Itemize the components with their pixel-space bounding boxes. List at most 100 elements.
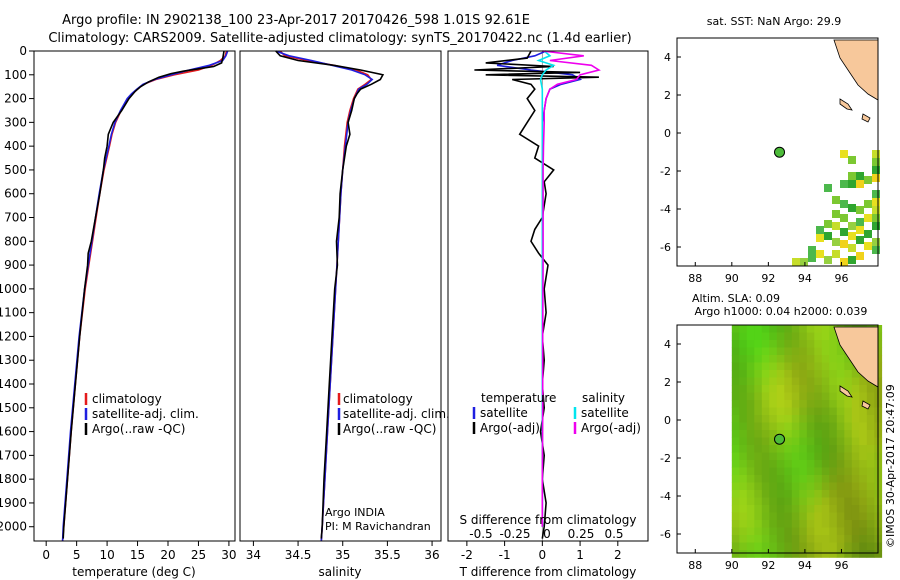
sla-cell [776,415,785,423]
y-tick-label: 800 [4,234,27,248]
sla-cell [844,377,853,386]
sla-cell [851,392,860,401]
sla-cell [754,415,763,423]
sla-cell [851,377,860,386]
sla-cell [806,370,815,378]
sla-cell [731,347,740,356]
sla-cell [851,550,860,558]
sla-cell [791,505,800,513]
sla-cell [754,332,763,341]
sla-cell [799,325,808,333]
sla-cell [844,527,853,536]
sla-cell [829,460,838,468]
sst-cell [848,256,856,264]
sla-cell [784,497,793,506]
sla-cell [806,535,815,543]
x-tick-label: 94 [798,559,812,572]
sla-cell [754,437,763,446]
t-difference-ticks: -2 -1 0 1 2 [461,541,622,562]
sla-cell [739,542,748,551]
sla-cell [851,430,860,438]
y-tick-label: -4 [660,490,671,503]
sla-cell [814,542,823,551]
sla-cell [746,407,755,416]
sla-cell [844,437,853,446]
sla-cell [761,347,770,356]
sla-cell [791,400,800,408]
sla-cell [844,385,853,393]
sla-cell [829,385,838,393]
sla-cell [859,415,868,423]
sla-cell [761,535,770,543]
sla-cell [874,550,883,558]
sst-cell [872,214,880,222]
sla-cell [784,400,793,408]
sla-cell [814,385,823,393]
x-tick-label: 96 [834,272,848,285]
sla-cell [821,430,830,438]
sla-cell [791,355,800,363]
sla-cell [814,475,823,483]
sla-cell [739,452,748,461]
sla-cell [739,505,748,513]
sla-cell [866,430,875,438]
title-line1: Argo profile: IN 2902138_100 23-Apr-2017… [62,13,530,28]
x-tick-label: 34 [246,548,261,562]
y-tick-label: 1200 [0,329,27,343]
difference-series-salinity-satellite [536,50,556,527]
sla-cell [784,542,793,551]
sla-cell [791,415,800,423]
sla-cell [761,385,770,393]
sla-cell [844,512,853,521]
sst-cell [872,246,880,254]
sst-cell [824,184,832,192]
sla-cell [776,407,785,416]
temperature-frame [33,50,236,542]
sla-cell [739,497,748,506]
sla-cell [829,497,838,506]
sla-cell [754,407,763,416]
sla-cell [746,355,755,363]
sla-cell [859,520,868,528]
sla-cell [761,340,770,348]
sla-cell [746,527,755,536]
sla-cell [739,377,748,386]
sla-cell [776,520,785,528]
temperature-xlabel: temperature (deg C) [72,565,195,579]
sla-cell [851,505,860,513]
sla-cell [754,475,763,483]
sla-cell [761,520,770,528]
x-tick-label: -1 [499,548,511,562]
sla-cell [754,325,763,333]
sla-cell [866,400,875,408]
sla-cell [799,467,808,476]
sla-cell [731,325,740,333]
sla-cell [754,490,763,498]
sla-cell [784,377,793,386]
sla-cell [806,437,815,446]
sla-cell [806,460,815,468]
sla-cell [829,407,838,416]
sla-cell [836,467,845,476]
t-difference-xlabel: T difference from climatology [459,565,637,579]
sla-cell [761,407,770,416]
x-tick-label: 20 [160,548,175,562]
sla-cell [784,437,793,446]
difference-series-temperature-argo-adj- [474,50,599,539]
sla-cell [746,340,755,348]
sla-cell [814,332,823,341]
sla-cell [784,445,793,453]
sla-cell [836,550,845,558]
y-tick-label: -6 [660,241,671,254]
sst-cell [800,258,808,266]
sla-cell [791,370,800,378]
sla-cell [866,542,875,551]
sla-cell [739,430,748,438]
sla-cell [731,392,740,401]
sla-cell [859,482,868,491]
sla-cell [806,362,815,371]
sla-cell [806,400,815,408]
difference-plot-area [474,50,601,541]
sla-cell [821,370,830,378]
sla-cell [731,437,740,446]
